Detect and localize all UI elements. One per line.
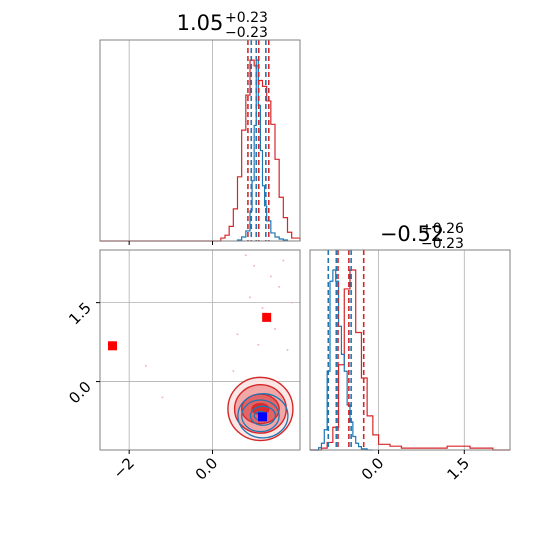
scatter-point [144,364,147,367]
top-histogram-title: 1.05 [177,11,224,35]
scatter-point [257,343,260,346]
top-histogram-frame [99,39,301,242]
top-histogram-panel: 1.05 +0.23 −0.23 [99,10,301,245]
top-title-sup: +0.23 [225,10,268,26]
scatter-point [253,264,256,267]
right-histogram-series [310,269,510,451]
top-histogram-grid [128,40,213,241]
scatter-point [274,327,276,330]
truth-marker [108,341,117,351]
right-histogram-title: −0.52 [380,222,444,246]
x-tick-label: −2 [110,454,138,482]
y-tick-label: 0.0 [65,378,95,408]
top-histogram-background [100,40,300,241]
scatter-point [290,301,293,304]
x-tick-label: 0.0 [192,454,222,484]
top-histogram-quantiles [247,40,270,241]
scatter-point [269,275,272,278]
x-tick-label: 0.0 [358,454,388,484]
right-title-main: −0.52 [380,222,444,246]
right-histogram-grid [378,250,465,450]
top-histogram-ticks [128,241,213,245]
top-title-main: 1.05 [177,11,224,35]
blue-histogram-series [236,59,289,241]
right-histogram-panel: 0.0 1.5 −0.52 +0.26 −0.23 [309,221,511,484]
joint-panel: −2 0.0 0.0 1.5 [65,249,301,484]
red-histogram-series [310,269,510,451]
blue-contour [249,405,277,426]
scatter-point [232,370,235,373]
right-title-sub: −0.23 [421,236,464,252]
scatter-point [249,296,251,299]
right-histogram-quantiles [327,250,365,450]
scatter-point [286,349,289,351]
truth-marker [258,412,267,422]
scatter-point [278,285,281,288]
scatter-point [161,396,164,399]
joint-frame [99,249,301,451]
top-title-sub: −0.23 [225,25,268,41]
blue-contour [241,399,280,433]
right-histogram-frame [309,249,511,451]
joint-body [108,254,294,442]
right-histogram-ticks: 0.0 1.5 [358,450,473,484]
scatter-point [236,333,239,336]
scatter-point [261,306,264,309]
x-tick-label: 1.5 [444,454,474,484]
blue-contour [237,393,289,439]
y-tick-label: 1.5 [65,299,95,329]
right-histogram-background [310,250,510,450]
scatter-point [282,259,285,262]
truth-marker [262,312,272,322]
blue-histogram-series [310,269,373,451]
scatter-point [244,254,247,257]
right-title-sup: +0.26 [421,221,464,237]
